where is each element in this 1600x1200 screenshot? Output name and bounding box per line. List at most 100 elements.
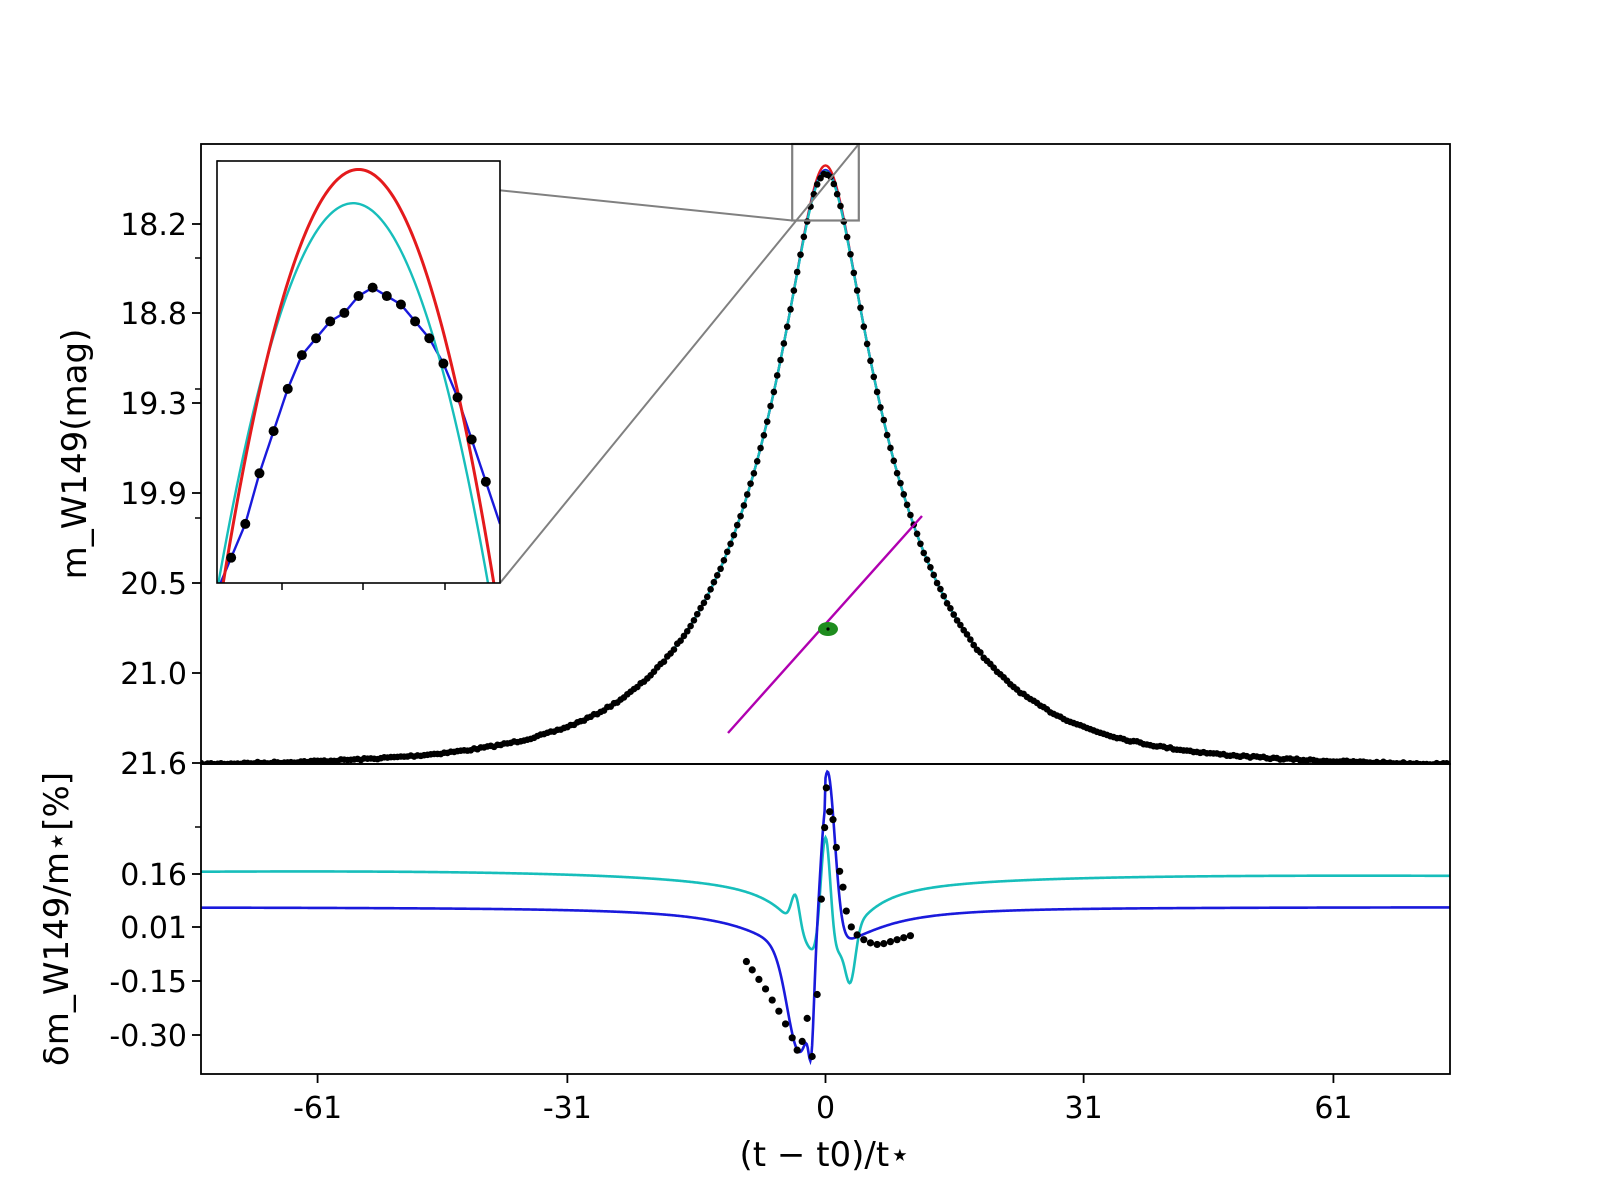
main-data-point bbox=[867, 357, 874, 365]
main-data-point bbox=[880, 416, 888, 424]
residual-cyan-model-line bbox=[201, 834, 1450, 985]
main-data-point bbox=[897, 479, 904, 487]
residual-data-point bbox=[842, 907, 850, 915]
main-data-point bbox=[950, 611, 958, 618]
main-data-point bbox=[777, 356, 784, 364]
main-data-point bbox=[767, 402, 774, 410]
x-axis-label: (t − t0)/t⋆ bbox=[740, 1135, 911, 1175]
main-y-axis-label: m_W149(mag) bbox=[55, 329, 95, 580]
main-data-point bbox=[840, 218, 848, 225]
residual-data-point bbox=[761, 985, 770, 993]
main-data-point bbox=[700, 599, 708, 607]
residual-data-point bbox=[829, 816, 837, 824]
main-data-point bbox=[750, 470, 758, 477]
residual-data-point bbox=[893, 936, 901, 944]
main-data-point bbox=[660, 658, 668, 666]
residual-data-point bbox=[853, 931, 861, 939]
residual-y-tick-label: 0.16 bbox=[120, 858, 187, 893]
residual-data-point bbox=[793, 1046, 801, 1054]
main-y-axis: 18.2 18.8 19.3 19.9 20.5 21.0 21.6 bbox=[120, 208, 201, 782]
main-data-point bbox=[963, 631, 971, 638]
main-data-point bbox=[680, 632, 688, 640]
main-data-point bbox=[770, 388, 778, 396]
main-y-tick-label: 20.5 bbox=[120, 567, 187, 602]
main-y-tick-label: 21.0 bbox=[120, 657, 187, 692]
main-data-point bbox=[883, 431, 891, 439]
main-y-tick-label: 19.3 bbox=[120, 387, 187, 422]
inset-curves bbox=[217, 167, 500, 583]
main-data-point bbox=[977, 649, 984, 656]
main-data-point bbox=[830, 180, 838, 188]
residual-data-point bbox=[808, 1052, 816, 1061]
main-data-point bbox=[970, 641, 978, 649]
main-data-point bbox=[953, 617, 961, 624]
x-tick-label: 31 bbox=[1065, 1091, 1103, 1126]
main-data-point bbox=[877, 404, 884, 411]
residual-data-point bbox=[788, 1034, 796, 1042]
main-data-point bbox=[847, 250, 854, 258]
main-data-point bbox=[917, 540, 924, 548]
residual-data-point bbox=[839, 883, 847, 891]
residual-y-tick-label: -0.15 bbox=[109, 965, 187, 1000]
inset-data-point bbox=[410, 316, 421, 327]
inset-data-point bbox=[367, 282, 378, 293]
main-y-tick-label: 18.2 bbox=[120, 208, 187, 243]
main-data-point bbox=[737, 512, 744, 520]
main-data-point bbox=[947, 605, 954, 612]
main-data-point bbox=[887, 444, 894, 452]
inset-data-point bbox=[452, 392, 463, 403]
main-data-points bbox=[201, 170, 1450, 764]
residual-data-point bbox=[817, 895, 825, 903]
main-data-point bbox=[787, 306, 794, 313]
main-data-point bbox=[943, 600, 951, 607]
residual-blue-model-line bbox=[201, 769, 1450, 1066]
inset-data-point bbox=[395, 299, 406, 310]
residual-data-point bbox=[847, 923, 855, 931]
inset-frame bbox=[216, 160, 501, 584]
main-data-point bbox=[687, 622, 694, 630]
main-data-point bbox=[677, 637, 684, 644]
residual-data-point bbox=[755, 975, 763, 984]
residual-data-point bbox=[906, 932, 915, 940]
inset-data-point bbox=[424, 333, 435, 344]
residual-curves bbox=[201, 769, 1450, 1066]
inset-data-point bbox=[254, 468, 265, 479]
main-data-point bbox=[757, 444, 764, 452]
lens-geometry bbox=[727, 515, 923, 734]
residual-data-point bbox=[860, 936, 868, 944]
main-data-point bbox=[760, 432, 768, 439]
main-y-tick-label: 21.6 bbox=[120, 747, 187, 782]
main-data-point bbox=[907, 511, 914, 519]
main-data-point bbox=[733, 521, 741, 529]
residual-data-point bbox=[832, 843, 840, 852]
main-data-point bbox=[903, 501, 911, 509]
main-data-point bbox=[780, 340, 788, 347]
residual-data-point bbox=[886, 938, 895, 946]
inset-data-point bbox=[311, 333, 322, 344]
residual-data-point bbox=[803, 1014, 811, 1022]
main-data-point bbox=[720, 557, 728, 564]
main-data-point bbox=[710, 578, 718, 586]
main-data-point bbox=[940, 592, 948, 600]
main-data-point bbox=[920, 549, 928, 557]
main-data-point bbox=[900, 491, 908, 498]
main-data-point bbox=[703, 593, 711, 601]
main-data-point bbox=[697, 604, 704, 612]
residual-data-point bbox=[775, 1007, 783, 1015]
main-panel: 18.2 18.8 19.3 19.9 20.5 21.0 21.6 bbox=[120, 142, 1451, 782]
residual-data-point bbox=[821, 823, 829, 832]
residual-data-point bbox=[900, 934, 908, 942]
x-tick-label: -31 bbox=[543, 1091, 592, 1126]
main-data-point bbox=[853, 287, 861, 294]
main-data-point bbox=[797, 251, 804, 258]
residual-y-axis-title: δm_W149/m⋆[%] bbox=[37, 772, 77, 1066]
main-data-point bbox=[693, 610, 701, 618]
main-data-point bbox=[857, 304, 864, 312]
residual-data-point bbox=[826, 808, 834, 816]
main-data-point bbox=[743, 491, 751, 498]
inset-data-point bbox=[480, 476, 491, 487]
main-data-point bbox=[793, 268, 801, 276]
main-data-point bbox=[933, 579, 941, 587]
residual-y-axis: 0.16 0.01 -0.15 -0.30 bbox=[109, 826, 201, 1054]
main-data-point bbox=[813, 181, 821, 188]
